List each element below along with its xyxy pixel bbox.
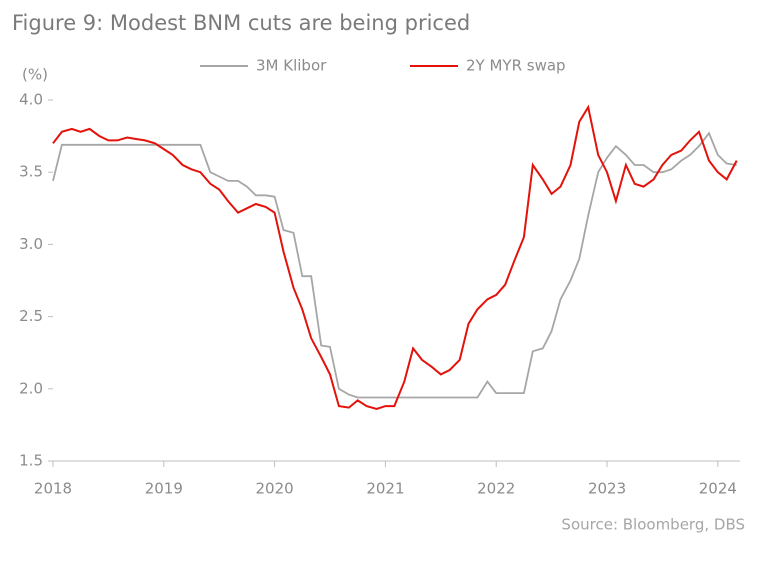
source: Source: Bloomberg, DBS xyxy=(561,516,745,534)
y-tick-label: 2.5 xyxy=(19,307,43,325)
x-tick-label: 2024 xyxy=(699,480,737,498)
y-unit: (%) xyxy=(22,66,48,84)
legend-label: 3M Klibor xyxy=(256,57,327,75)
x-tick-label: 2022 xyxy=(477,480,515,498)
y-tick-label: 1.5 xyxy=(19,452,43,470)
x-tick-label: 2023 xyxy=(588,480,626,498)
x-tick-label: 2021 xyxy=(366,480,404,498)
legend-label: 2Y MYR swap xyxy=(466,57,566,75)
series-line xyxy=(52,131,737,399)
x-tick-label: 2020 xyxy=(256,480,294,498)
chart-title: Figure 9: Modest BNM cuts are being pric… xyxy=(12,11,470,35)
x-tick-label: 2018 xyxy=(34,480,72,498)
y-tick-label: 3.0 xyxy=(19,235,43,253)
series-line xyxy=(52,104,738,411)
y-tick-label: 4.0 xyxy=(19,91,43,109)
y-tick-label: 2.0 xyxy=(19,379,43,397)
x-tick-label: 2019 xyxy=(145,480,183,498)
y-tick-label: 3.5 xyxy=(19,163,43,181)
